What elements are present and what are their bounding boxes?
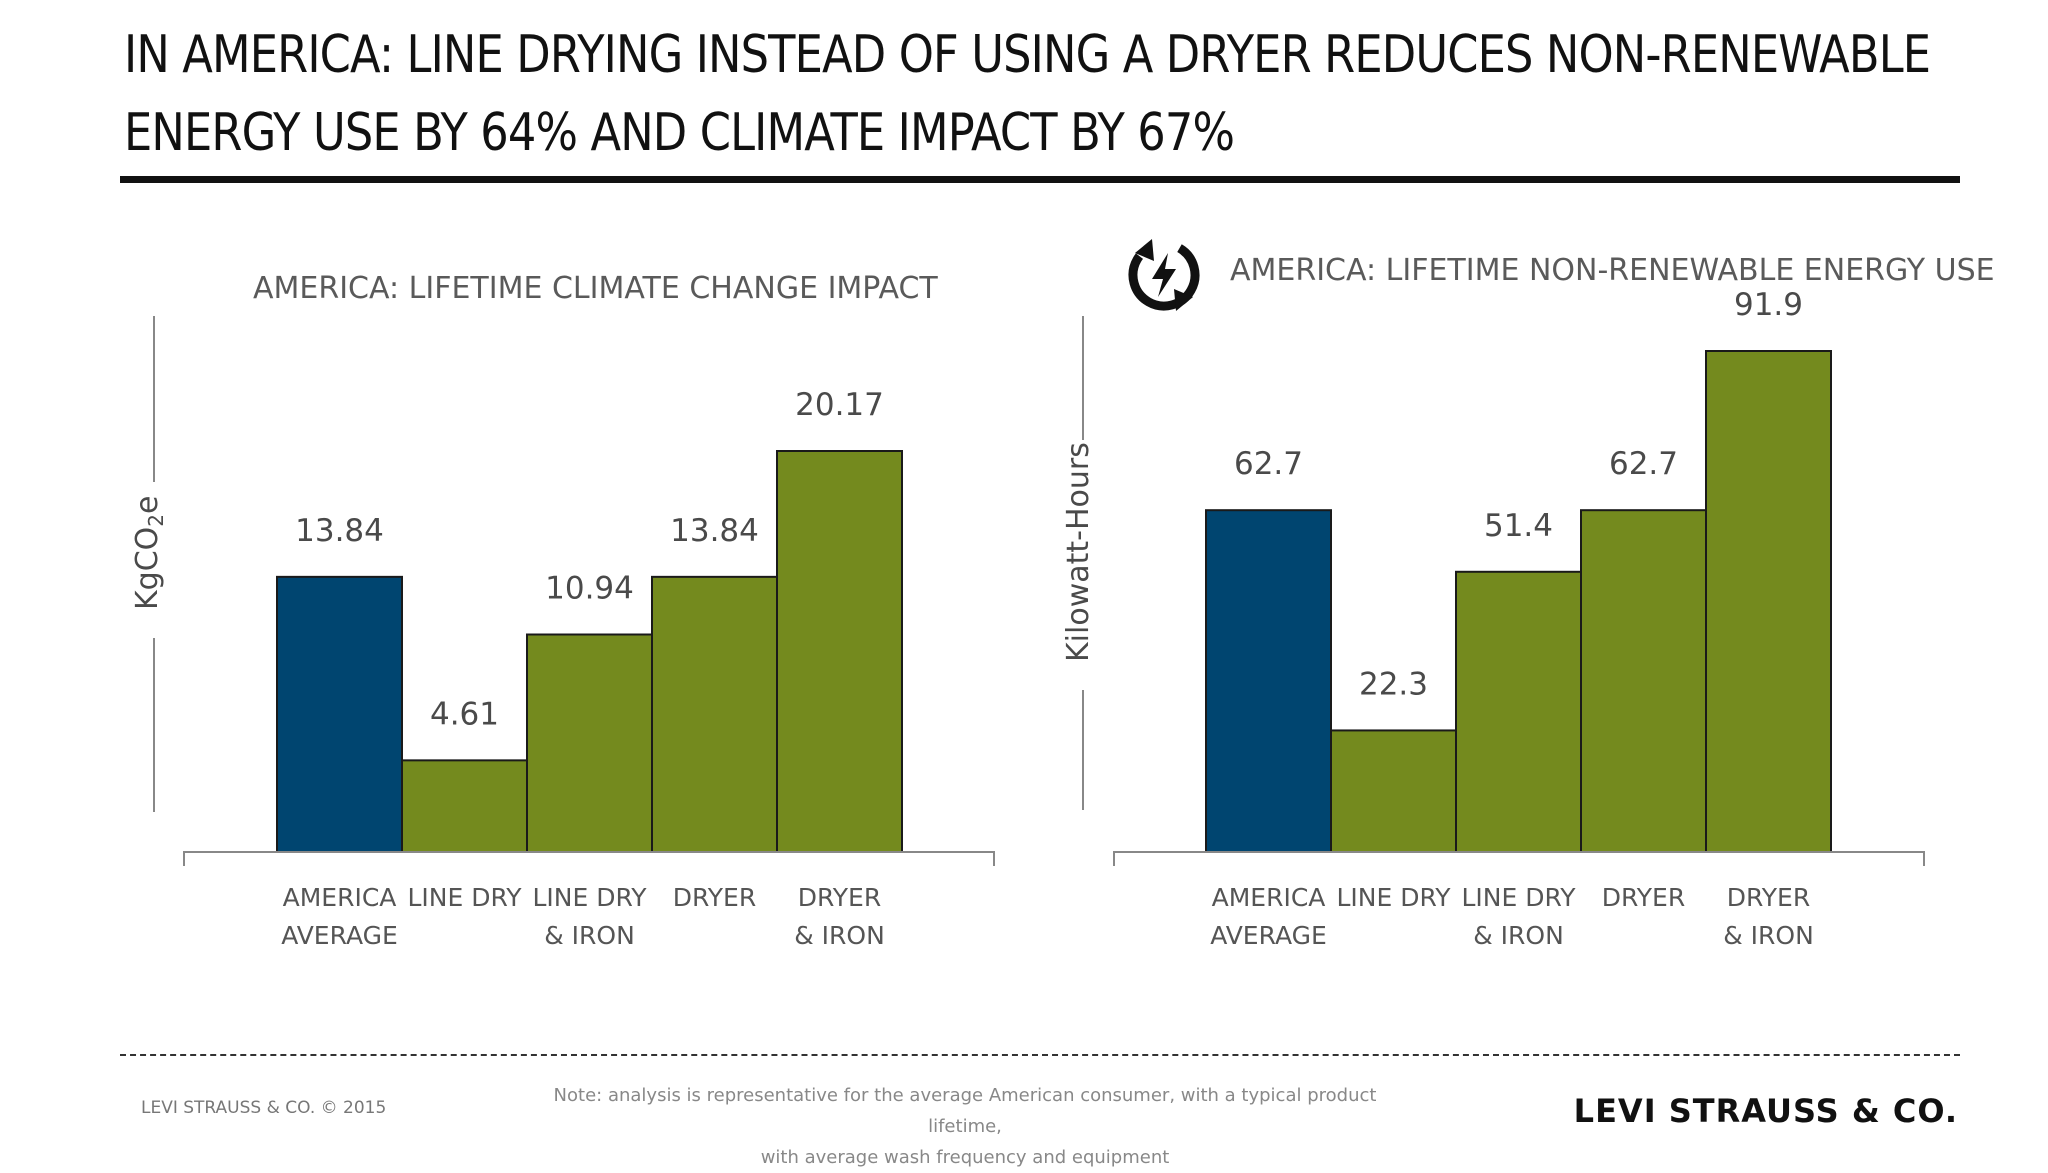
category-label: LINE DRY & IRON <box>532 883 647 950</box>
category-label: AMERICA AVERAGE <box>281 883 398 950</box>
y-axis-label-kgco2e: KgCO2e <box>130 496 168 610</box>
data-label: 51.4 <box>1484 508 1553 544</box>
chart-climate-impact: AMERICA: LIFETIME CLIMATE CHANGE IMPACT … <box>130 271 995 950</box>
bar <box>1205 509 1332 853</box>
footnote-line-2: with average wash frequency and equipmen… <box>760 1147 1170 1168</box>
headline-line-2: ENERGY USE BY 64% AND CLIMATE IMPACT BY … <box>124 103 1235 163</box>
x-axis-baseline <box>1113 851 1925 866</box>
bar <box>401 759 528 853</box>
data-label: 13.84 <box>295 513 384 549</box>
category-label: LINE DRY & IRON <box>1461 883 1576 950</box>
headline-rule <box>120 176 1960 183</box>
bar <box>1330 729 1457 853</box>
bar <box>526 633 653 853</box>
bars-group-energy: 62.7 AMERICA AVERAGE 22.3 LINE DRY 51.4 LINE D… <box>1205 287 1832 950</box>
data-label: 91.9 <box>1734 287 1803 323</box>
bar <box>776 450 903 853</box>
chart-energy-title: AMERICA: LIFETIME NON-RENEWABLE ENERGY U… <box>1230 253 1995 288</box>
headline-line-1: IN AMERICA: LINE DRYING INSTEAD OF USING… <box>124 25 1931 85</box>
bar <box>276 575 403 853</box>
category-label: DRYER & IRON <box>794 883 885 950</box>
category-label: DRYER & IRON <box>1723 883 1814 950</box>
category-label: AMERICA AVERAGE <box>1210 883 1327 950</box>
chart-climate-title: AMERICA: LIFETIME CLIMATE CHANGE IMPACT <box>253 271 938 306</box>
bar <box>1580 509 1707 853</box>
footer-divider <box>120 1054 1960 1056</box>
data-label: 13.84 <box>670 513 759 549</box>
bar <box>651 575 778 853</box>
category-label: LINE DRY <box>1336 883 1451 912</box>
data-label: 22.3 <box>1359 666 1428 702</box>
data-label: 4.61 <box>430 696 499 732</box>
footnote-line-1: Note: analysis is representative for the… <box>553 1085 1377 1137</box>
energy-cycle-icon <box>1128 239 1200 311</box>
bar <box>1455 570 1582 853</box>
category-label: DRYER <box>1602 883 1685 912</box>
data-label: 10.94 <box>545 571 634 607</box>
headline: IN AMERICA: LINE DRYING INSTEAD OF USING… <box>124 16 1931 172</box>
y-axis-label-kilowatt-hours: Kilowatt-Hours <box>1061 442 1096 662</box>
footnote: Note: analysis is representative for the… <box>520 1080 1410 1173</box>
data-label: 62.7 <box>1609 446 1678 482</box>
data-label: 62.7 <box>1234 446 1303 482</box>
data-label: 20.17 <box>795 387 884 423</box>
bars-group-climate: 13.84 AMERICA AVERAGE 4.61 LINE DRY 10.94 LINE… <box>276 387 903 950</box>
chart-energy-use: AMERICA: LIFETIME NON-RENEWABLE ENERGY U… <box>1061 239 1995 950</box>
x-axis-baseline <box>183 851 995 866</box>
category-label: LINE DRY <box>407 883 522 912</box>
bar <box>1705 350 1832 853</box>
category-label: DRYER <box>673 883 756 912</box>
brand-logo: LEVI STRAUSS & CO. <box>1573 1092 1958 1130</box>
copyright: LEVI STRAUSS & CO. © 2015 <box>141 1098 387 1118</box>
